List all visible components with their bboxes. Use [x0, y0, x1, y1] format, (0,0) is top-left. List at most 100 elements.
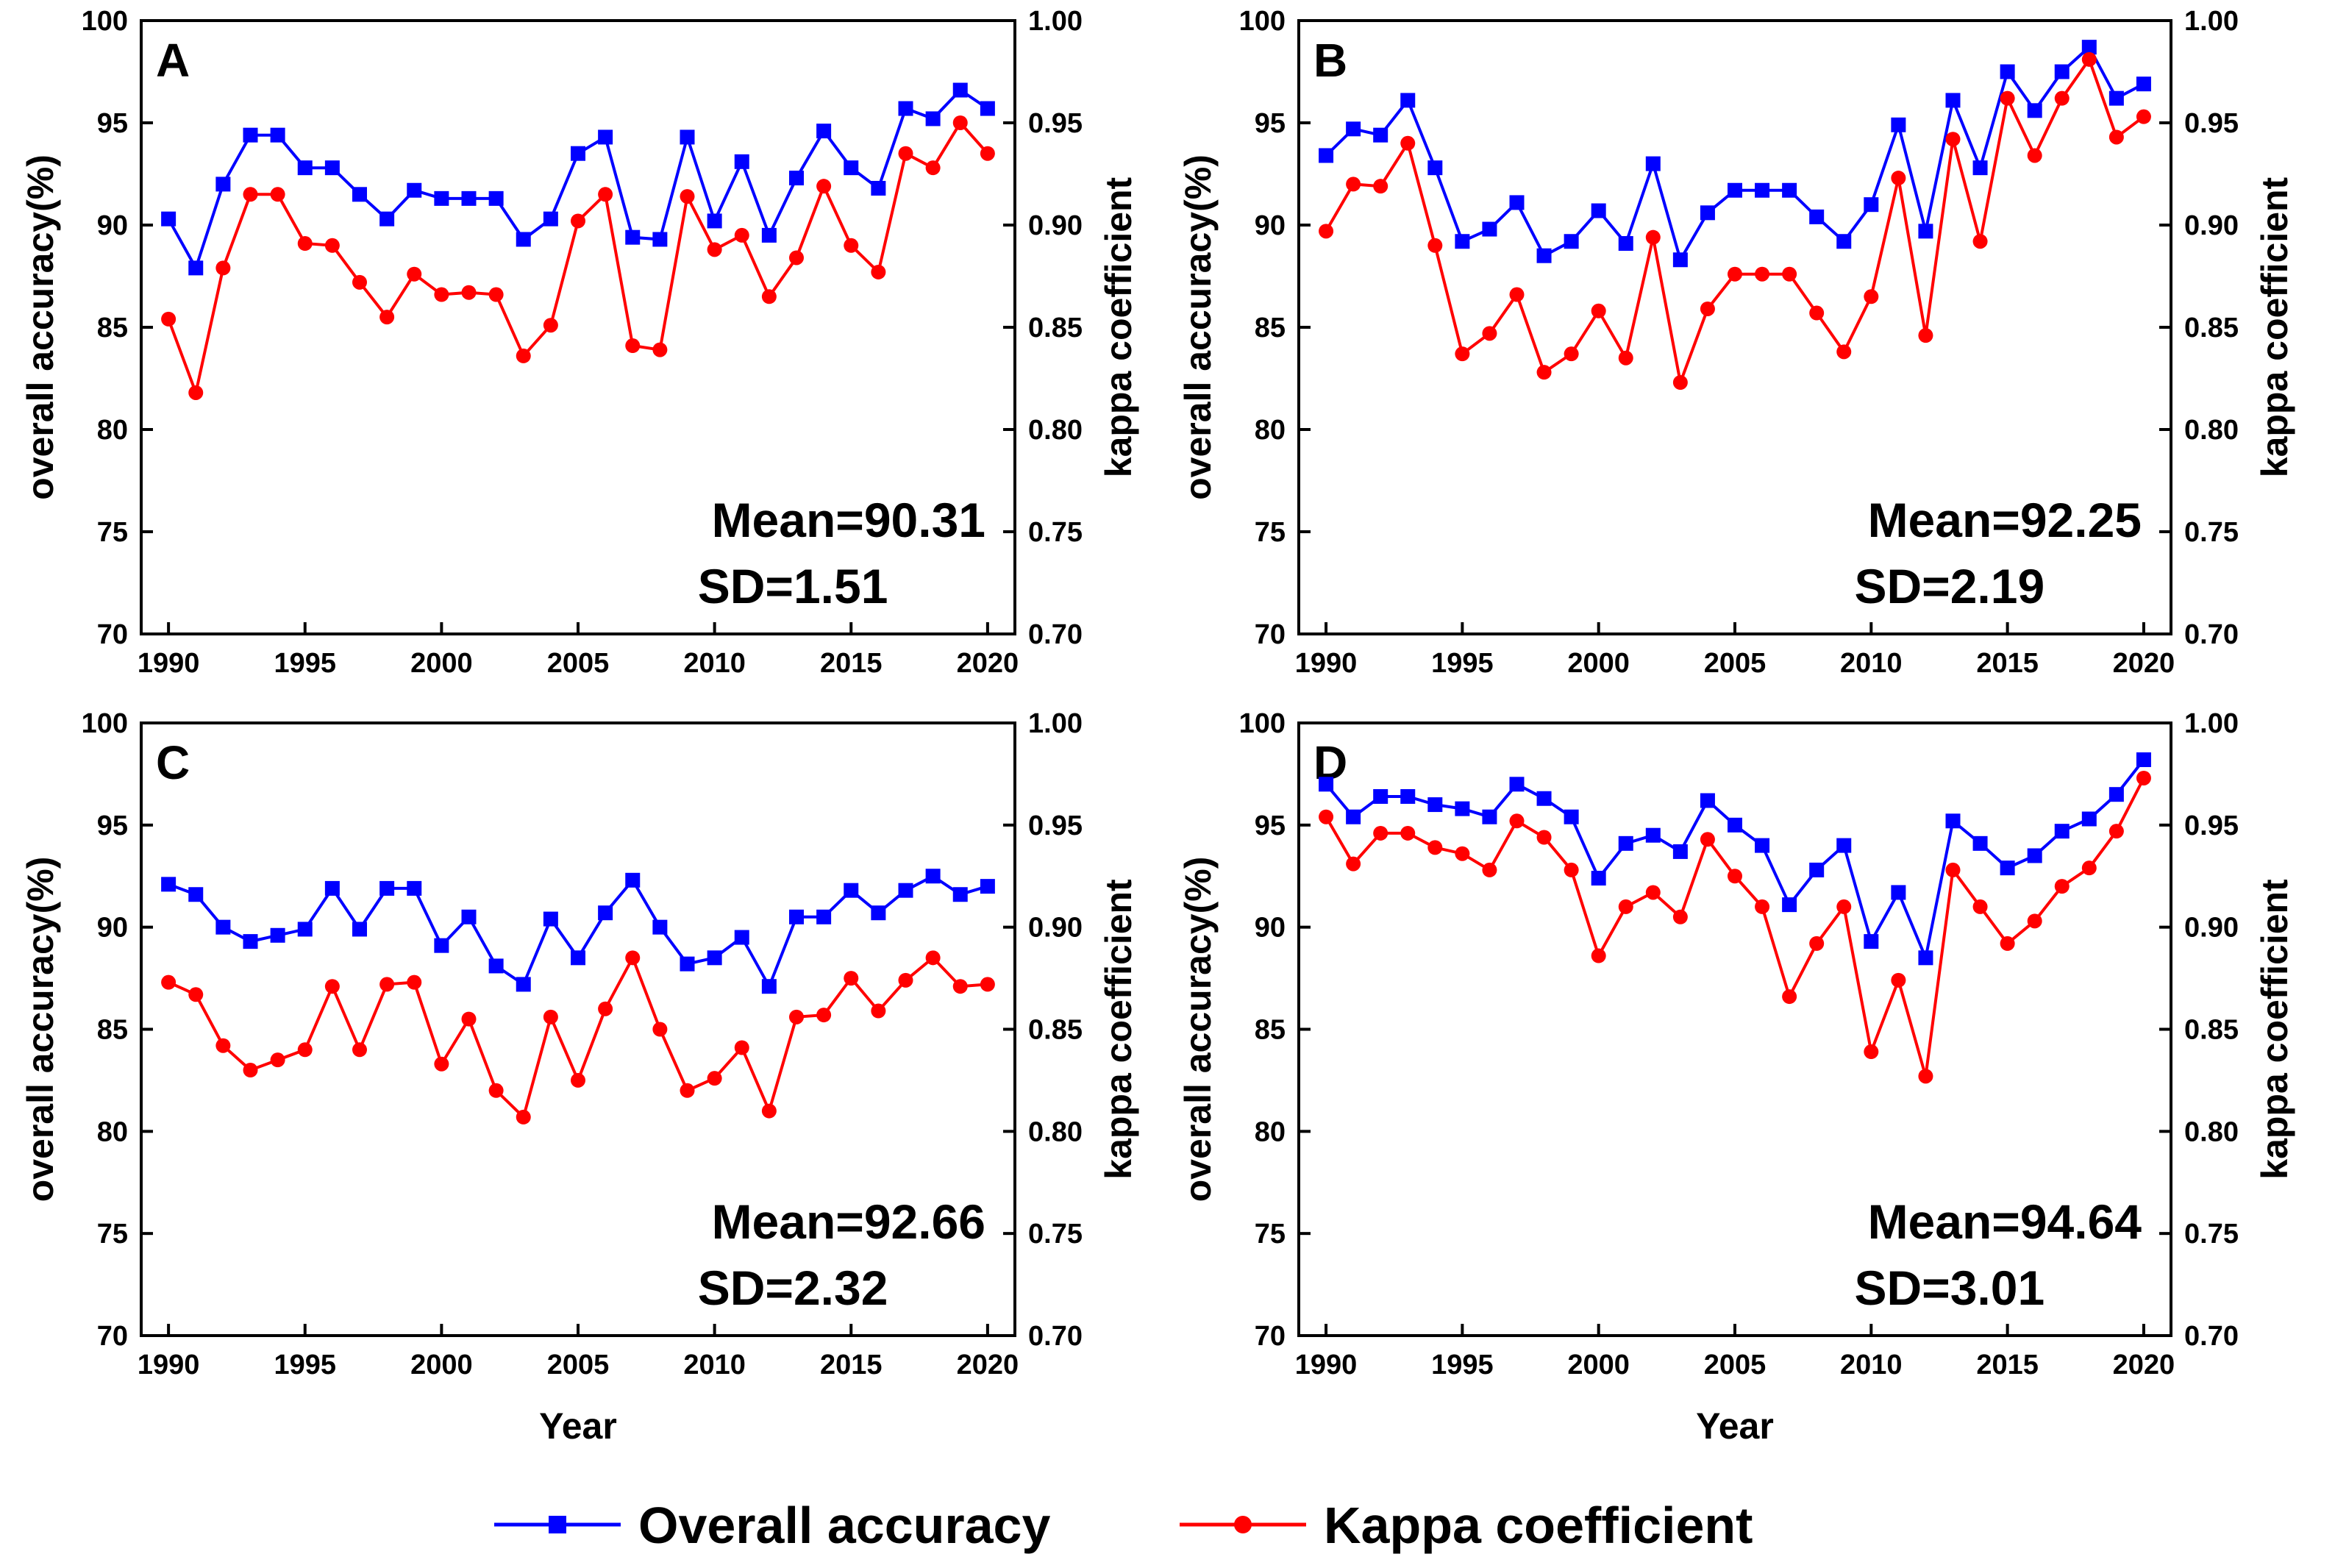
y2-tick-label: 0.70	[1028, 619, 1083, 650]
kappa-point	[1864, 289, 1879, 304]
kappa-point	[680, 1083, 695, 1098]
kappa-point	[1809, 305, 1825, 321]
accuracy-point	[243, 127, 258, 143]
accuracy-point	[625, 872, 641, 888]
y-tick-label: 75	[97, 1219, 128, 1250]
sd-label: SD=2.19	[1854, 559, 2045, 613]
kappa-point	[1618, 899, 1633, 914]
y-tick-label: 100	[82, 708, 128, 739]
x-tick-label: 1990	[138, 648, 200, 679]
y-axis-title: overall accuracy(%)	[20, 154, 61, 500]
kappa-point	[2027, 913, 2042, 929]
y2-tick-label: 0.70	[2184, 619, 2239, 650]
kappa-point	[516, 348, 531, 363]
y-tick-label: 75	[1255, 1219, 1286, 1250]
kappa-point	[571, 213, 585, 229]
kappa-point	[1755, 899, 1770, 914]
y2-tick-label: 0.85	[2184, 1015, 2239, 1046]
kappa-point	[215, 1038, 231, 1053]
series-line	[167, 88, 989, 272]
series-line	[1325, 44, 2145, 264]
accuracy-point	[898, 883, 913, 898]
series-line	[1325, 56, 2145, 388]
kappa-point	[680, 189, 695, 204]
kappa-point	[379, 310, 395, 325]
kappa-point	[2108, 824, 2124, 839]
accuracy-point	[1482, 221, 1497, 237]
kappa-point	[1427, 238, 1443, 253]
kappa-point	[2081, 860, 2097, 876]
y-tick-label: 95	[1255, 810, 1286, 841]
series-kappa	[161, 950, 995, 1125]
kappa-point	[1482, 326, 1497, 341]
accuracy-point	[789, 909, 804, 924]
y-tick-label: 80	[1255, 1116, 1286, 1147]
kappa-point	[516, 1109, 531, 1125]
sd-label: SD=1.51	[698, 559, 888, 613]
kappa-point	[652, 342, 668, 357]
kappa-point	[707, 242, 722, 257]
kappa-point	[1455, 846, 1470, 861]
y-tick-label: 70	[1255, 619, 1286, 650]
kappa-point	[761, 289, 777, 304]
kappa-point	[1891, 171, 1906, 186]
y-tick-label: 85	[97, 313, 128, 343]
accuracy-point	[1891, 885, 1906, 900]
x-tick-label: 1995	[1431, 648, 1494, 679]
y2-tick-label: 0.80	[1028, 1116, 1083, 1147]
legend-marker	[1234, 1516, 1252, 1533]
kappa-point	[188, 987, 204, 1002]
kappa-point	[925, 160, 941, 176]
y2-tick-label: 0.85	[2184, 313, 2239, 343]
x-tick-label: 2000	[410, 648, 473, 679]
kappa-point	[871, 264, 886, 279]
accuracy-point	[1618, 835, 1633, 851]
kappa-point	[379, 977, 395, 992]
accuracy-point	[2054, 64, 2070, 79]
kappa-point	[461, 1011, 477, 1027]
accuracy-point	[1972, 160, 1988, 176]
kappa-point	[324, 238, 340, 253]
kappa-point	[898, 972, 913, 988]
kappa-point	[2000, 90, 2015, 106]
accuracy-point	[1809, 862, 1825, 877]
x-tick-label: 2020	[957, 648, 1019, 679]
accuracy-point	[925, 111, 941, 126]
accuracy-point	[1455, 801, 1470, 816]
kappa-point	[1536, 830, 1552, 845]
accuracy-point	[1618, 236, 1633, 252]
y2-tick-label: 0.95	[2184, 810, 2239, 841]
kappa-point	[1373, 825, 1388, 841]
accuracy-point	[2108, 90, 2124, 106]
kappa-point	[1400, 825, 1416, 841]
kappa-point	[1346, 856, 1361, 872]
kappa-point	[1728, 869, 1742, 884]
accuracy-point	[188, 887, 204, 902]
accuracy-point	[379, 211, 395, 227]
accuracy-point	[1836, 234, 1852, 249]
accuracy-point	[734, 930, 749, 945]
kappa-point	[2027, 148, 2042, 163]
accuracy-point	[2081, 40, 2097, 55]
accuracy-point	[461, 909, 477, 924]
series-kappa	[1319, 51, 2151, 391]
y-tick-label: 80	[97, 415, 128, 446]
accuracy-point	[215, 919, 231, 935]
kappa-point	[1836, 344, 1852, 360]
y2-tick-label: 0.80	[2184, 415, 2239, 446]
accuracy-point	[297, 160, 313, 176]
sd-label: SD=2.32	[698, 1261, 888, 1315]
accuracy-point	[1672, 252, 1688, 268]
y2-axis-title: kappa coefficient	[1098, 879, 1139, 1180]
y2-tick-label: 0.95	[2184, 108, 2239, 139]
accuracy-point	[488, 958, 504, 974]
kappa-point	[1782, 989, 1797, 1005]
mean-label: Mean=92.25	[1868, 493, 2142, 547]
kappa-point	[980, 977, 995, 992]
kappa-point	[2054, 90, 2070, 106]
accuracy-point	[1373, 788, 1388, 804]
accuracy-point	[1972, 835, 1988, 851]
kappa-point	[871, 1003, 886, 1019]
series-line	[168, 874, 988, 990]
series-accuracy	[1319, 40, 2151, 268]
